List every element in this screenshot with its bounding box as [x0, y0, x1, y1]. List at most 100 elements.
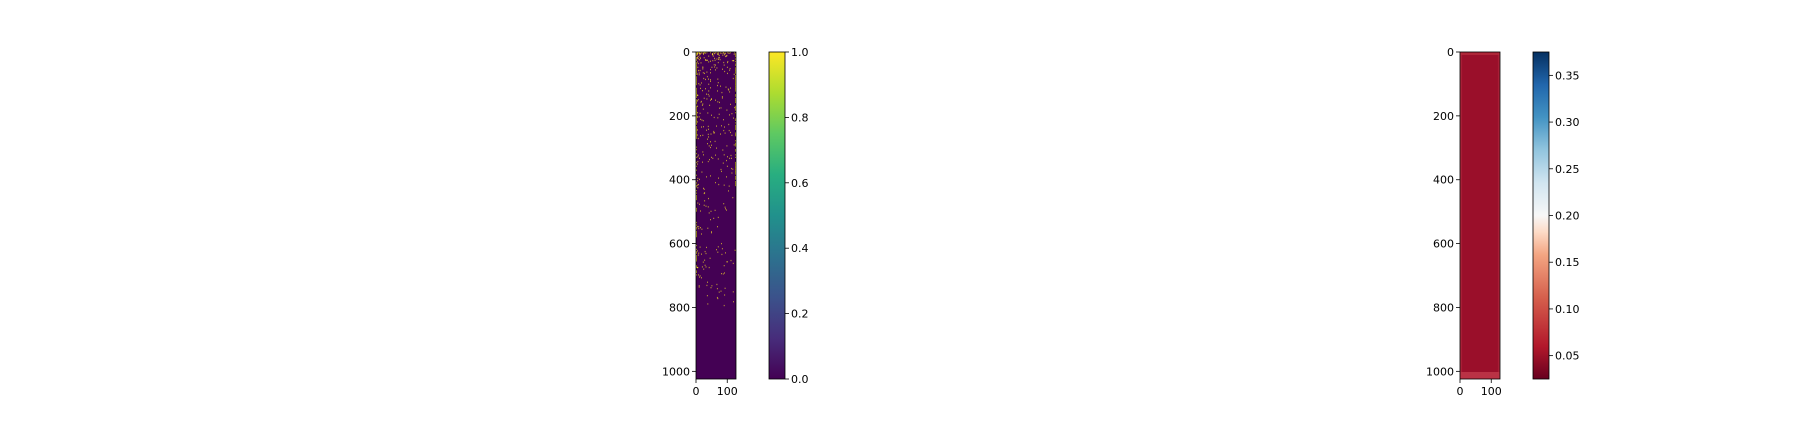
- heatmap-2-frame: [1459, 51, 1501, 380]
- heatmap-cell: [710, 68, 711, 71]
- x-tick-label: 0: [1457, 385, 1464, 398]
- heatmap-cell: [696, 71, 697, 73]
- heatmap-cell: [735, 99, 736, 101]
- heatmap-cell: [735, 132, 736, 134]
- heatmap-cell: [696, 189, 697, 192]
- heatmap-cell: [700, 118, 701, 121]
- heatmap-cell: [735, 81, 736, 83]
- heatmap-cell: [704, 264, 706, 266]
- heatmap-cell: [719, 101, 720, 104]
- heatmap-cell: [735, 60, 736, 63]
- heatmap-cell: [720, 290, 722, 292]
- heatmap-cell: [726, 145, 728, 147]
- heatmap-cell: [710, 79, 711, 81]
- colorbar-tick-label: 0.4: [791, 242, 809, 255]
- heatmap-cell: [696, 169, 697, 171]
- heatmap-cell: [696, 235, 697, 238]
- heatmap-cell: [724, 206, 726, 208]
- heatmap-cell: [704, 250, 706, 253]
- heatmap-2-image: [1460, 52, 1500, 379]
- heatmap-cell: [735, 82, 736, 84]
- heatmap-cell: [696, 116, 698, 118]
- heatmap-cell: [717, 158, 719, 160]
- heatmap-cell: [730, 103, 731, 106]
- colorbar-2-ticks: 0.05 0.10 0.15 0.20 0.25 0.30 0.35: [1549, 69, 1580, 363]
- heatmap-cell: [726, 55, 727, 57]
- heatmap-cell: [697, 62, 699, 65]
- heatmap-cell: [696, 198, 697, 201]
- heatmap-cell: [704, 192, 706, 194]
- heatmap-cell: [727, 156, 728, 158]
- heatmap-cell: [735, 154, 736, 156]
- heatmap-cell: [728, 129, 730, 132]
- heatmap-cell: [717, 226, 718, 228]
- heatmap-cell: [696, 72, 697, 74]
- y-tick-label: 1000: [1426, 365, 1454, 378]
- heatmap-cell: [696, 112, 697, 114]
- heatmap-cell: [735, 133, 736, 136]
- colorbar-2-gradient: [1532, 51, 1550, 380]
- heatmap-cell: [713, 64, 715, 66]
- heatmap-cell: [699, 246, 701, 248]
- heatmap-cell: [712, 55, 714, 57]
- heatmap-cell: [703, 192, 705, 195]
- heatmap-cell: [735, 63, 736, 65]
- heatmap-cell: [696, 258, 697, 261]
- heatmap-cell: [699, 52, 700, 54]
- heatmap-cell: [716, 249, 717, 251]
- heatmap-cell: [735, 87, 736, 90]
- heatmap-cell: [735, 72, 736, 74]
- heatmap-cell: [731, 157, 732, 159]
- heatmap-cell: [711, 231, 712, 233]
- heatmap-cell: [735, 163, 736, 165]
- heatmap-cell: [702, 68, 704, 70]
- heatmap-cell: [711, 144, 712, 146]
- heatmap-cell: [696, 207, 697, 210]
- heatmap-cell: [696, 184, 697, 187]
- heatmap-cell: [704, 52, 706, 54]
- heatmap-cell: [708, 55, 710, 57]
- heatmap-cell: [735, 76, 736, 78]
- heatmap-cell: [710, 99, 711, 101]
- heatmap-cell: [717, 246, 719, 248]
- heatmap-cell: [696, 99, 697, 101]
- heatmap-cell: [714, 59, 716, 61]
- heatmap-cell: [724, 272, 725, 274]
- heatmap-cell: [696, 230, 697, 233]
- heatmap-cell: [735, 67, 736, 69]
- heatmap-cell: [726, 66, 728, 68]
- colorbar-tick-label: 0.6: [791, 177, 809, 190]
- heatmap-cell: [706, 93, 707, 95]
- heatmap-cell: [696, 94, 697, 96]
- heatmap-cell: [708, 145, 710, 147]
- heatmap-cell: [710, 175, 711, 177]
- heatmap-cell: [697, 160, 699, 163]
- heatmap-cell: [735, 86, 736, 88]
- heatmap-cell: [717, 101, 719, 103]
- heatmap-cell: [735, 53, 736, 55]
- heatmap-cell: [696, 108, 697, 110]
- heatmap-cell: [707, 93, 709, 96]
- heatmap-cell: [728, 89, 730, 91]
- heatmap-cell: [725, 55, 726, 58]
- heatmap-cell: [699, 69, 701, 72]
- heatmap-cell: [735, 85, 736, 87]
- heatmap-cell: [735, 118, 736, 120]
- heatmap-cell: [699, 157, 700, 159]
- heatmap-cell: [726, 54, 728, 57]
- heatmap-cell: [696, 137, 697, 139]
- heatmap-cell: [720, 107, 722, 109]
- heatmap-cell: [708, 266, 710, 269]
- heatmap-cell: [716, 296, 718, 299]
- heatmap-cell: [730, 259, 732, 262]
- heatmap-cell: [735, 161, 736, 164]
- heatmap-cell: [712, 54, 714, 56]
- heatmap-cell: [696, 57, 697, 59]
- heatmap-cell: [710, 80, 711, 83]
- heatmap-cell: [709, 104, 711, 106]
- heatmap-cell: [706, 246, 707, 249]
- heatmap-cell: [735, 100, 736, 102]
- heatmap-cell: [696, 165, 697, 167]
- heatmap-cell: [696, 128, 697, 130]
- heatmap-cell: [731, 59, 733, 62]
